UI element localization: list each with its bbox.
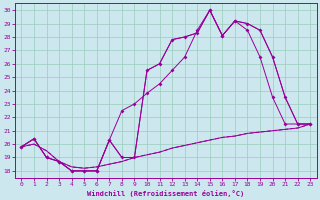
X-axis label: Windchill (Refroidissement éolien,°C): Windchill (Refroidissement éolien,°C) xyxy=(87,190,244,197)
